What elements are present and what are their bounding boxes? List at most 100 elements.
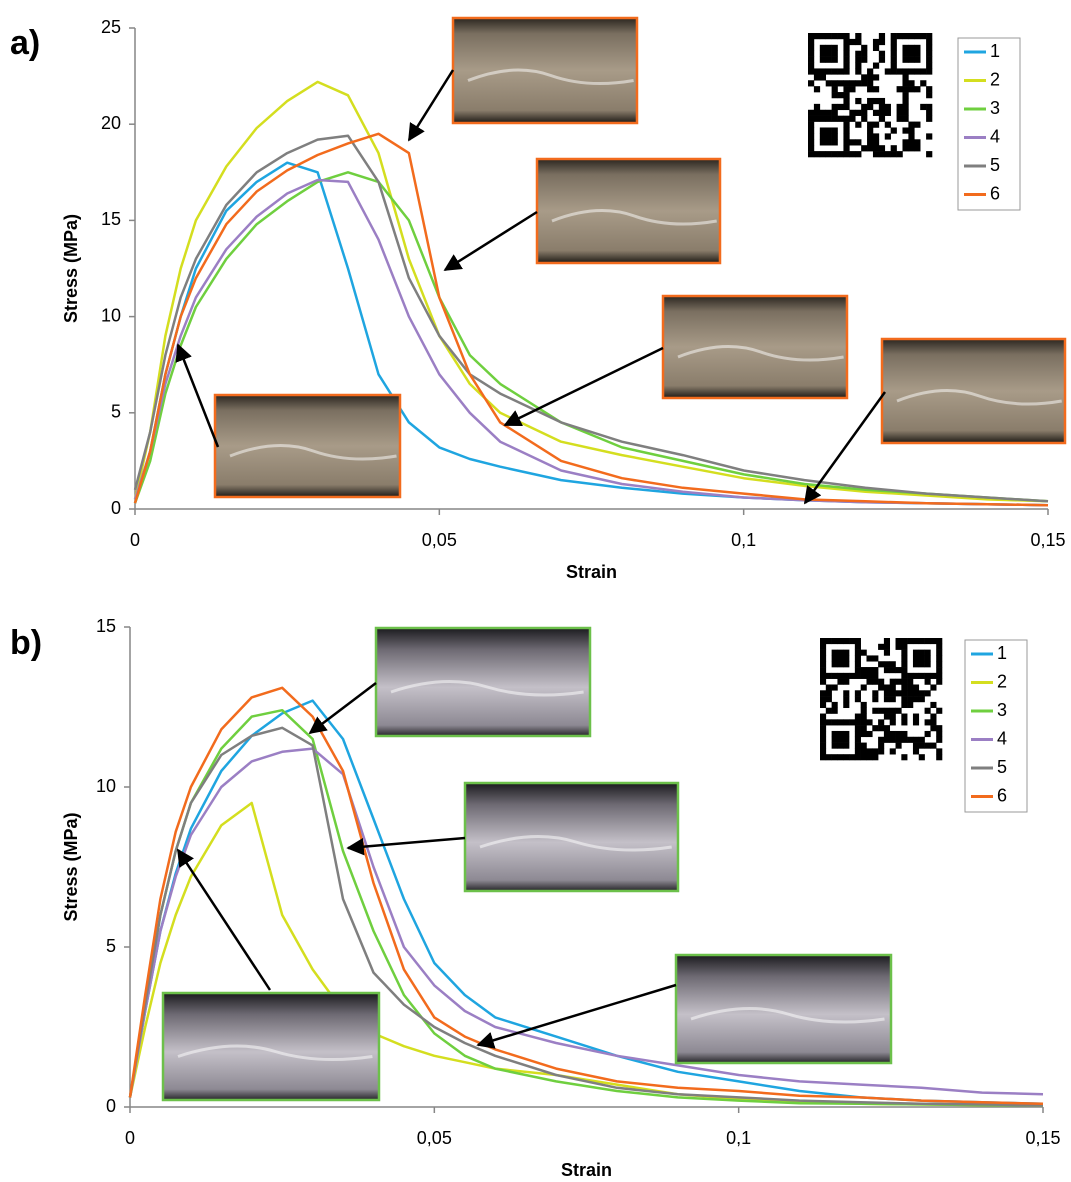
- y-tick-label: 15: [101, 209, 121, 229]
- qr-cell: [825, 80, 832, 87]
- qr-cell: [843, 754, 850, 761]
- qr-cell: [866, 667, 873, 674]
- qr-cell: [890, 38, 897, 46]
- qr-cell: [912, 672, 920, 679]
- qr-cell: [902, 97, 909, 105]
- crack-trace: [690, 1007, 885, 1024]
- qr-cell: [926, 62, 933, 69]
- crack-trace: [677, 345, 844, 362]
- arrow: [503, 346, 664, 427]
- qr-cell: [837, 649, 844, 656]
- qr-cell: [926, 151, 933, 158]
- qr-cell: [820, 643, 827, 650]
- qr-cell: [831, 754, 838, 761]
- qr-cell: [837, 672, 844, 679]
- qr-cell: [901, 678, 908, 685]
- qr-cell: [843, 690, 850, 697]
- qr-cell: [837, 103, 844, 111]
- data-line: [133, 134, 1049, 503]
- qr-cell: [843, 115, 850, 122]
- qr-cell: [901, 684, 908, 691]
- qr-cell: [902, 33, 909, 40]
- qr-cell: [825, 754, 832, 761]
- qr-cell: [860, 713, 867, 720]
- qr-cell: [920, 68, 927, 75]
- qr-cell: [912, 742, 920, 749]
- arrow: [308, 682, 377, 735]
- qr-cell: [896, 86, 903, 93]
- qr-cell: [912, 719, 920, 726]
- y-tick-label: 25: [101, 17, 121, 37]
- qr-cell: [872, 133, 880, 140]
- qr-cell: [831, 86, 838, 93]
- qr-cell: [901, 754, 908, 761]
- qr-cell: [918, 696, 925, 703]
- qr-cell: [907, 684, 914, 691]
- qr-cell: [855, 50, 862, 57]
- qr-cell: [872, 725, 879, 732]
- qr-cell: [813, 68, 821, 75]
- qr-cell: [907, 701, 914, 709]
- qr-cell: [883, 725, 891, 732]
- y-tick-label: 0: [106, 1096, 116, 1116]
- qr-cell: [831, 649, 838, 656]
- qr-cell: [843, 33, 850, 40]
- qr-cell: [918, 655, 925, 662]
- legend-box: [957, 37, 1021, 211]
- qr-cell: [854, 667, 861, 674]
- qr-cell: [820, 672, 827, 679]
- qr-cell: [926, 109, 933, 116]
- qr-cell: [837, 92, 844, 99]
- qr-cell: [878, 103, 886, 111]
- crack-trace: [896, 389, 1062, 406]
- qr-cell: [831, 115, 838, 122]
- x-tick-label: 0,1: [726, 1128, 751, 1148]
- qr-cell: [825, 638, 832, 645]
- qr-cell: [843, 696, 850, 703]
- qr-cell: [907, 736, 914, 743]
- panel-label: b): [10, 624, 42, 662]
- qr-cell: [936, 672, 943, 679]
- qr-cell: [872, 62, 880, 69]
- data-line: [128, 747, 1044, 1098]
- qr-cell: [872, 707, 879, 714]
- qr-cell: [901, 736, 908, 743]
- data-line: [128, 686, 1044, 1106]
- qr-cell: [936, 638, 943, 645]
- qr-cell: [854, 655, 861, 662]
- qr-cell: [855, 109, 862, 116]
- qr-cell: [855, 151, 862, 158]
- qr-cell: [837, 80, 844, 87]
- qr-cell: [908, 139, 915, 146]
- qr-cell: [813, 74, 821, 81]
- legend-label: 6: [997, 785, 1007, 805]
- y-tick-label: 5: [106, 936, 116, 956]
- qr-cell: [896, 68, 903, 75]
- qr-cell: [855, 139, 862, 146]
- legend-label: 4: [990, 126, 1000, 146]
- qr-cell: [895, 690, 902, 697]
- qr-cell: [843, 672, 850, 679]
- qr-cell: [855, 56, 862, 63]
- qr-cell: [889, 713, 896, 720]
- qr-cell: [930, 742, 937, 749]
- qr-cell: [819, 50, 827, 57]
- crack-trace: [467, 68, 634, 86]
- qr-cell: [872, 754, 879, 761]
- qr-cell: [920, 80, 927, 87]
- qr-cell: [884, 133, 891, 140]
- qr-cell: [924, 661, 931, 668]
- qr-cell: [819, 133, 827, 140]
- qr-cell: [902, 103, 909, 111]
- qr-cell: [918, 754, 925, 761]
- qr-cell: [825, 672, 832, 679]
- qr-cell: [813, 151, 821, 158]
- qr-cell: [808, 80, 815, 87]
- qr-cell: [855, 97, 862, 105]
- qr-cell: [901, 661, 908, 668]
- qr-cell: [831, 638, 838, 645]
- qr-cell: [908, 121, 915, 128]
- qr-cell: [819, 127, 827, 134]
- qr-code: [820, 638, 943, 761]
- qr-cell: [843, 701, 850, 709]
